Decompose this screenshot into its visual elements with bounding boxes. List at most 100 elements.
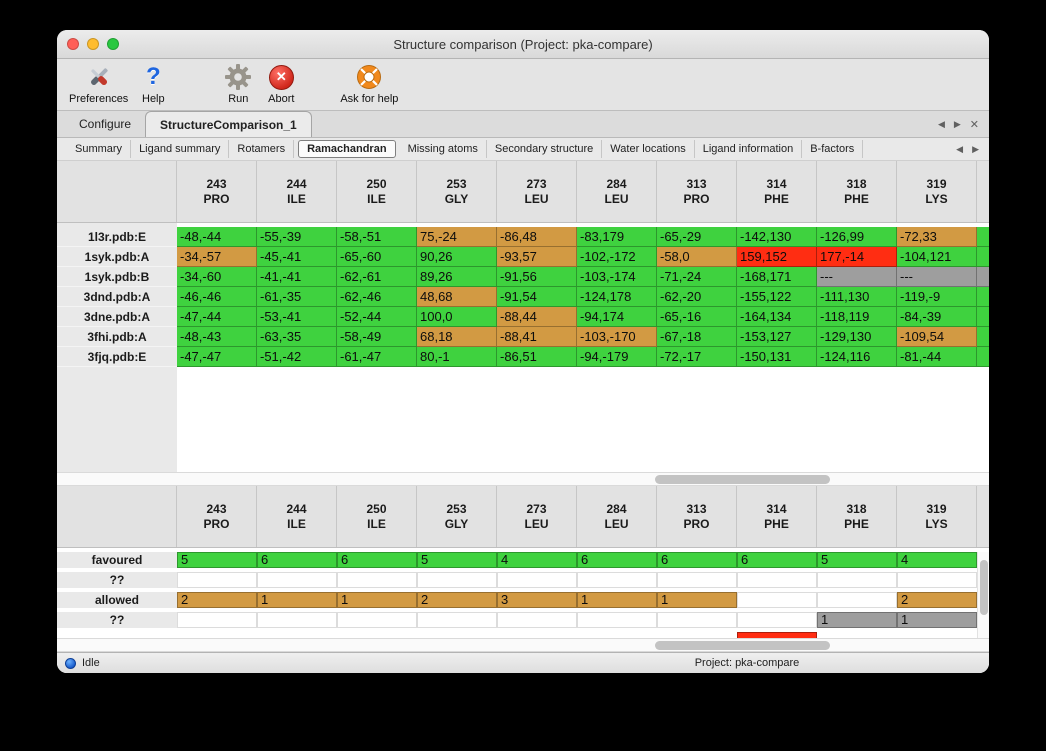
- vertical-scrollbar[interactable]: [977, 552, 989, 638]
- cell[interactable]: [657, 612, 737, 628]
- cell[interactable]: -61,-35: [257, 287, 337, 307]
- cell[interactable]: -48,-44: [177, 227, 257, 247]
- cell[interactable]: [737, 612, 817, 628]
- cell[interactable]: -41,-41: [257, 267, 337, 287]
- title-bar[interactable]: Structure comparison (Project: pka-compa…: [57, 30, 989, 59]
- cell[interactable]: [337, 612, 417, 628]
- cell[interactable]: [577, 612, 657, 628]
- cell[interactable]: [257, 572, 337, 588]
- cell[interactable]: -65,-29: [657, 227, 737, 247]
- cell[interactable]: -155,122: [737, 287, 817, 307]
- cell[interactable]: -109,54: [897, 327, 977, 347]
- cell[interactable]: 89,26: [417, 267, 497, 287]
- horizontal-scrollbar-top[interactable]: [57, 472, 989, 486]
- cell[interactable]: -53,-41: [257, 307, 337, 327]
- cell[interactable]: [577, 572, 657, 588]
- scrollbar-thumb[interactable]: [655, 475, 830, 484]
- run-button[interactable]: Run: [223, 62, 253, 105]
- cell[interactable]: -72,33: [897, 227, 977, 247]
- cell[interactable]: -153,127: [737, 327, 817, 347]
- row-header-blank[interactable]: ??: [57, 572, 177, 588]
- subtab-ligand-summary[interactable]: Ligand summary: [131, 140, 230, 158]
- cell[interactable]: 1: [337, 592, 417, 608]
- cell[interactable]: -86,48: [497, 227, 577, 247]
- column-header-273[interactable]: 273 LEU: [497, 486, 577, 547]
- cell[interactable]: 68,18: [417, 327, 497, 347]
- cell[interactable]: 6: [257, 552, 337, 568]
- cell[interactable]: [337, 572, 417, 588]
- cell[interactable]: -111,130: [817, 287, 897, 307]
- cell[interactable]: -88,41: [497, 327, 577, 347]
- cell[interactable]: -62,-46: [337, 287, 417, 307]
- cell[interactable]: -103,-170: [577, 327, 657, 347]
- column-header-250[interactable]: 250 ILE: [337, 161, 417, 222]
- cell[interactable]: [657, 572, 737, 588]
- cell[interactable]: 1: [817, 612, 897, 628]
- cell[interactable]: [177, 612, 257, 628]
- row-header-3dne-pdb-a[interactable]: 3dne.pdb:A: [57, 307, 177, 327]
- cell[interactable]: 1: [657, 592, 737, 608]
- row-header-blank[interactable]: ??: [57, 612, 177, 628]
- subtab-b-factors[interactable]: B-factors: [802, 140, 864, 158]
- cell[interactable]: -102,-172: [577, 247, 657, 267]
- cell[interactable]: ---: [817, 267, 897, 287]
- cell[interactable]: -61,-47: [337, 347, 417, 367]
- cell[interactable]: -94,-179: [577, 347, 657, 367]
- cell[interactable]: -118,119: [817, 307, 897, 327]
- column-header-314[interactable]: 314 PHE: [737, 486, 817, 547]
- tab-close-icon[interactable]: ✕: [969, 118, 979, 131]
- cell[interactable]: -91,56: [497, 267, 577, 287]
- cell[interactable]: -47,-44: [177, 307, 257, 327]
- column-header-243[interactable]: 243 PRO: [177, 161, 257, 222]
- column-header-314[interactable]: 314 PHE: [737, 161, 817, 222]
- cell[interactable]: -88,44: [497, 307, 577, 327]
- cell[interactable]: [817, 572, 897, 588]
- cell[interactable]: [177, 572, 257, 588]
- cell[interactable]: 90,26: [417, 247, 497, 267]
- cell[interactable]: -62,-20: [657, 287, 737, 307]
- cell[interactable]: -150,131: [737, 347, 817, 367]
- cell[interactable]: 6: [737, 552, 817, 568]
- cell[interactable]: -84,-39: [897, 307, 977, 327]
- subtab-water-locations[interactable]: Water locations: [602, 140, 695, 158]
- column-header-244[interactable]: 244 ILE: [257, 161, 337, 222]
- cell[interactable]: -45,-41: [257, 247, 337, 267]
- cell[interactable]: -62,-61: [337, 267, 417, 287]
- cell[interactable]: 1: [577, 592, 657, 608]
- cell[interactable]: 80,-1: [417, 347, 497, 367]
- cell[interactable]: -65,-60: [337, 247, 417, 267]
- cell[interactable]: 2: [177, 592, 257, 608]
- help-button[interactable]: ? Help: [138, 62, 168, 106]
- row-header-3fhi-pdb-a[interactable]: 3fhi.pdb:A: [57, 327, 177, 347]
- tab-structurecomparison-1[interactable]: StructureComparison_1: [145, 111, 312, 137]
- cell[interactable]: -86,51: [497, 347, 577, 367]
- cell[interactable]: 5: [177, 552, 257, 568]
- cell[interactable]: [417, 572, 497, 588]
- cell[interactable]: 1: [897, 612, 977, 628]
- cell[interactable]: -46,-46: [177, 287, 257, 307]
- cell[interactable]: [737, 592, 817, 608]
- cell[interactable]: -81,-44: [897, 347, 977, 367]
- cell[interactable]: -34,-57: [177, 247, 257, 267]
- cell[interactable]: -71,-24: [657, 267, 737, 287]
- column-header-284[interactable]: 284 LEU: [577, 161, 657, 222]
- cell[interactable]: -65,-16: [657, 307, 737, 327]
- column-header-250[interactable]: 250 ILE: [337, 486, 417, 547]
- cell[interactable]: 6: [577, 552, 657, 568]
- subtab-secondary-structure[interactable]: Secondary structure: [487, 140, 603, 158]
- cell[interactable]: -142,130: [737, 227, 817, 247]
- cell[interactable]: 6: [337, 552, 417, 568]
- subtab-rotamers[interactable]: Rotamers: [229, 140, 295, 158]
- column-header-313[interactable]: 313 PRO: [657, 161, 737, 222]
- cell[interactable]: 5: [417, 552, 497, 568]
- zoom-button[interactable]: [107, 38, 119, 50]
- cell[interactable]: -58,0: [657, 247, 737, 267]
- subtab-summary[interactable]: Summary: [67, 140, 132, 158]
- cell[interactable]: -129,130: [817, 327, 897, 347]
- cell[interactable]: [497, 572, 577, 588]
- cell[interactable]: -72,-17: [657, 347, 737, 367]
- minimize-button[interactable]: [87, 38, 99, 50]
- column-header-244[interactable]: 244 ILE: [257, 486, 337, 547]
- row-header-1l3r-pdb-e[interactable]: 1l3r.pdb:E: [57, 227, 177, 247]
- tab-configure[interactable]: Configure: [79, 117, 132, 131]
